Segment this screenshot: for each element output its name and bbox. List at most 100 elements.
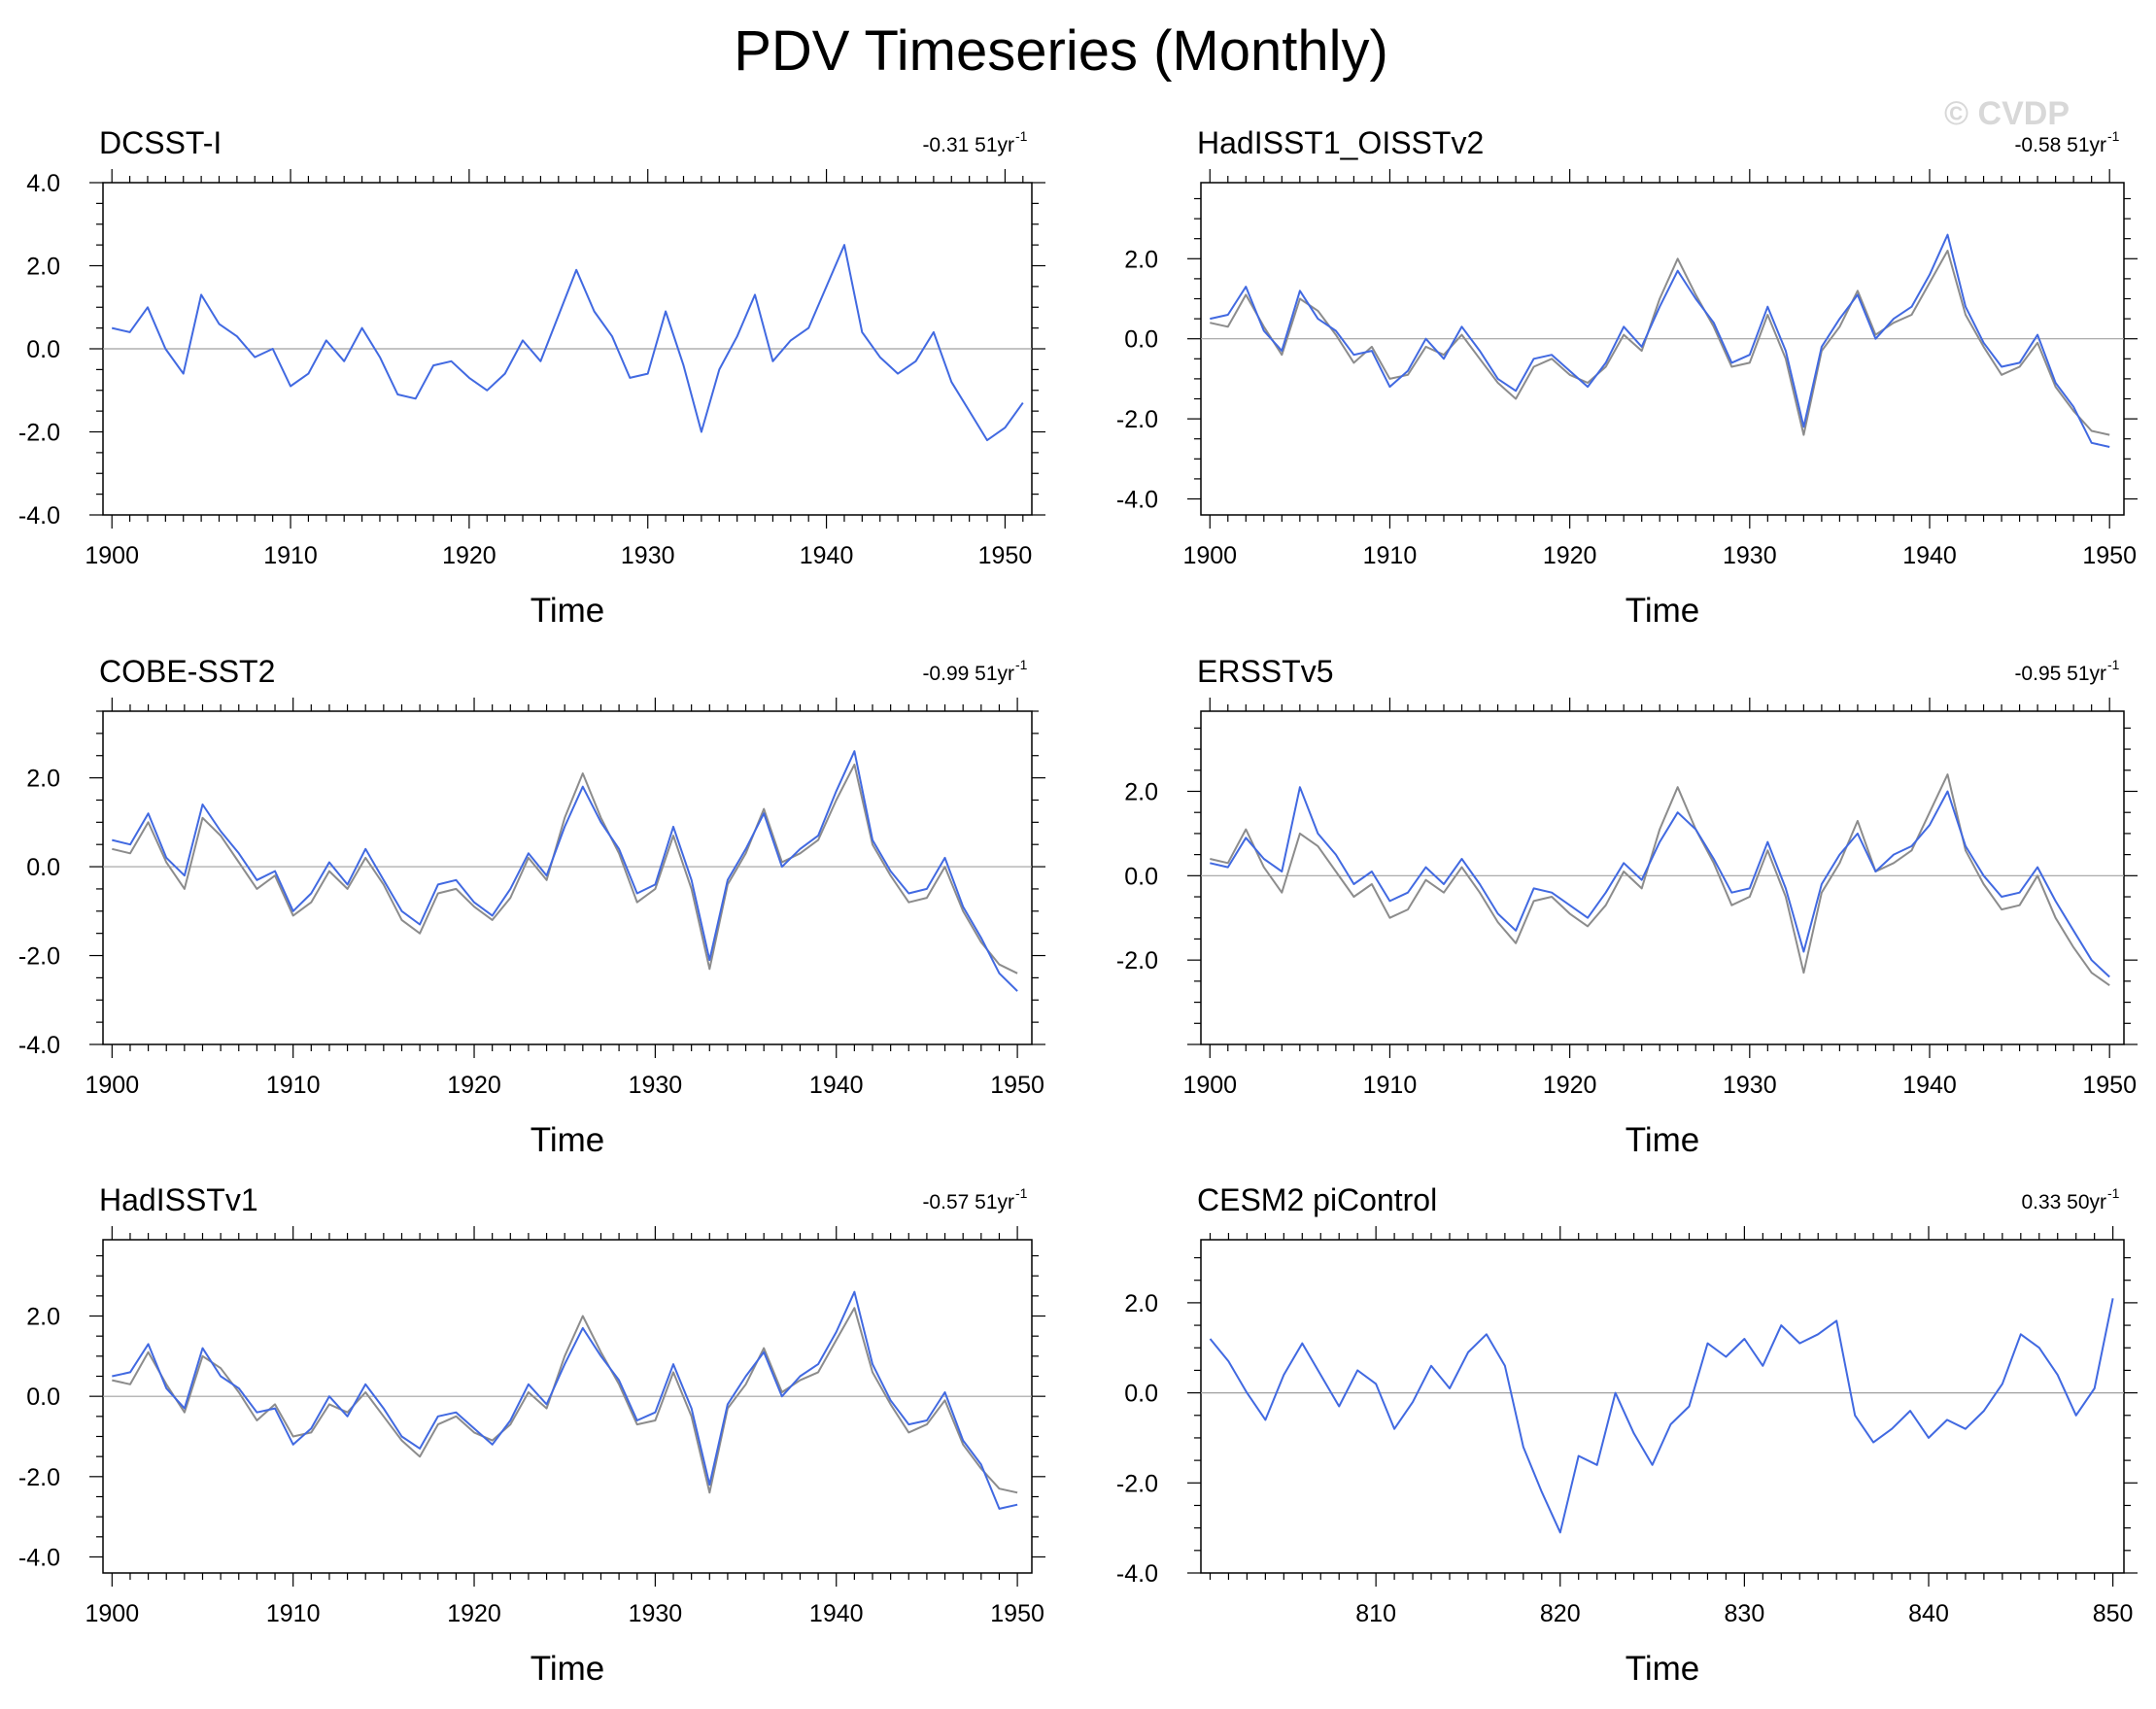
x-tick-label: 1910 (1363, 1072, 1418, 1099)
trend-exponent: -1 (2107, 128, 2120, 144)
y-tick-label: 0.0 (26, 336, 60, 363)
x-tick-label: 1950 (978, 542, 1033, 569)
y-tick-label: 0.0 (1124, 1381, 1158, 1408)
y-tick-label: 2.0 (26, 1304, 60, 1331)
y-tick-label: -4.0 (1116, 1560, 1158, 1588)
trend-label: -0.57 51yr (922, 1191, 1014, 1213)
panel-title: COBE-SST2 (99, 654, 275, 689)
x-tick-label: 1940 (809, 1600, 864, 1627)
y-tick-label: 0.0 (1124, 326, 1158, 354)
panel-4: 1900 1910 1920 1930 1940 1950 -2.0 0.0 2.0 ERSSTv… (1116, 654, 2138, 1159)
trend-label: 0.33 50yr (2021, 1191, 2106, 1213)
y-tick-label: 2.0 (1124, 1290, 1158, 1317)
panel-2: 1900 1910 1920 1930 1940 1950 -4.0 -2.0 0.0 2.0 Ha… (1116, 125, 2138, 630)
y-tick-label: -2.0 (18, 420, 60, 447)
series-line-observation (1210, 773, 2110, 987)
trend-label: -0.99 51yr (922, 663, 1014, 685)
plot-frame (1200, 182, 2125, 516)
trend-label: -0.95 51yr (2014, 663, 2106, 685)
y-tick-label: 0.0 (26, 1384, 60, 1411)
x-tick-label: 1900 (85, 542, 139, 569)
series-line-primary (112, 1290, 1018, 1510)
panel-title: ERSSTv5 (1197, 654, 1333, 689)
series-line-observation (112, 763, 1018, 974)
trend-label: -0.31 51yr (922, 134, 1014, 156)
panel-5: 1900 1910 1920 1930 1940 1950 -4.0 -2.0 0.0 2.0 Ha… (18, 1182, 1045, 1688)
panel-3: 1900 1910 1920 1930 1940 1950 -4.0 -2.0 0.0 2.0 CO… (18, 654, 1045, 1159)
trend-exponent: -1 (2107, 657, 2120, 672)
x-axis-title: Time (530, 1650, 604, 1688)
series-line-primary (111, 244, 1024, 442)
y-tick-label: -4.0 (1116, 487, 1158, 514)
x-tick-label: 1900 (86, 1600, 140, 1627)
x-tick-label: 840 (1908, 1600, 1949, 1627)
trend-exponent: -1 (1015, 657, 1028, 672)
y-tick-label: -2.0 (18, 1464, 60, 1491)
series-line-primary (1209, 1298, 2114, 1534)
series-line-primary (112, 750, 1018, 992)
x-tick-label: 1920 (442, 542, 496, 569)
y-tick-label: 2.0 (1124, 246, 1158, 273)
x-axis-title: Time (530, 1121, 604, 1159)
x-tick-label: 1930 (1723, 1072, 1777, 1099)
x-tick-label: 1930 (621, 542, 675, 569)
x-tick-label: 1910 (266, 1072, 321, 1099)
x-tick-label: 1950 (2082, 542, 2137, 569)
x-axis-title: Time (1626, 592, 1699, 630)
y-tick-label: 4.0 (26, 170, 60, 197)
x-tick-label: 1950 (990, 1600, 1044, 1627)
panel-title: HadISSTv1 (99, 1182, 258, 1217)
x-tick-label: 1910 (266, 1600, 321, 1627)
y-tick-label: -2.0 (1116, 947, 1158, 974)
trend-label: -0.58 51yr (2014, 134, 2106, 156)
x-tick-label: 1940 (1902, 1072, 1957, 1099)
panel-title: HadISST1_OISSTv2 (1197, 125, 1484, 160)
plot-frame (1200, 1239, 2125, 1574)
x-tick-label: 1950 (2082, 1072, 2137, 1099)
x-tick-label: 1910 (1363, 542, 1418, 569)
plot-frame (102, 710, 1033, 1045)
x-tick-label: 1900 (86, 1072, 140, 1099)
panel-6: 810 820 830 840 850 -4.0 -2.0 0.0 2.0 CESM2 piCon… (1116, 1182, 2138, 1688)
y-tick-label: 2.0 (26, 254, 60, 281)
x-tick-label: 1940 (800, 542, 854, 569)
x-tick-label: 1900 (1182, 542, 1237, 569)
y-tick-label: -2.0 (1116, 1470, 1158, 1497)
y-tick-label: -2.0 (1116, 406, 1158, 433)
panel-title: CESM2 piControl (1197, 1182, 1437, 1217)
x-tick-label: 1920 (1543, 542, 1597, 569)
x-tick-label: 1930 (629, 1600, 683, 1627)
x-tick-label: 810 (1355, 1600, 1396, 1627)
x-tick-label: 1920 (447, 1600, 501, 1627)
y-tick-label: -4.0 (18, 1544, 60, 1571)
y-tick-label: 2.0 (1124, 778, 1158, 805)
trend-exponent: -1 (1015, 128, 1028, 144)
y-tick-label: 0.0 (1124, 863, 1158, 890)
x-tick-label: 1900 (1182, 1072, 1237, 1099)
y-tick-label: -2.0 (18, 943, 60, 971)
x-tick-label: 1930 (1723, 542, 1777, 569)
x-tick-label: 1940 (1902, 542, 1957, 569)
panel-grid: 1900 1910 1920 1930 1940 1950 -4.0 -2.0 0.0 2.0 4.… (18, 125, 2138, 1688)
series-line-primary (1210, 786, 2110, 978)
plot-frame (1200, 710, 2125, 1045)
x-tick-label: 1910 (263, 542, 318, 569)
y-tick-label: 2.0 (26, 766, 60, 793)
series-line-observation (1210, 250, 2110, 436)
x-tick-label: 1950 (990, 1072, 1044, 1099)
x-axis-title: Time (1626, 1121, 1699, 1159)
x-axis-title: Time (530, 592, 604, 630)
panel-title: DCSST-I (99, 125, 222, 160)
y-tick-label: -4.0 (18, 1032, 60, 1059)
figure-title: PDV Timeseries (Monthly) (734, 19, 1388, 83)
y-tick-label: -4.0 (18, 502, 60, 530)
series-line-primary (1210, 233, 2110, 448)
watermark: © CVDP (1944, 95, 2070, 132)
series-line-observation (112, 1307, 1018, 1494)
x-tick-label: 820 (1540, 1600, 1581, 1627)
trend-exponent: -1 (2107, 1185, 2120, 1201)
x-tick-label: 830 (1725, 1600, 1765, 1627)
panel-1: 1900 1910 1920 1930 1940 1950 -4.0 -2.0 0.0 2.0 4.… (18, 125, 1045, 630)
x-tick-label: 1920 (1543, 1072, 1597, 1099)
